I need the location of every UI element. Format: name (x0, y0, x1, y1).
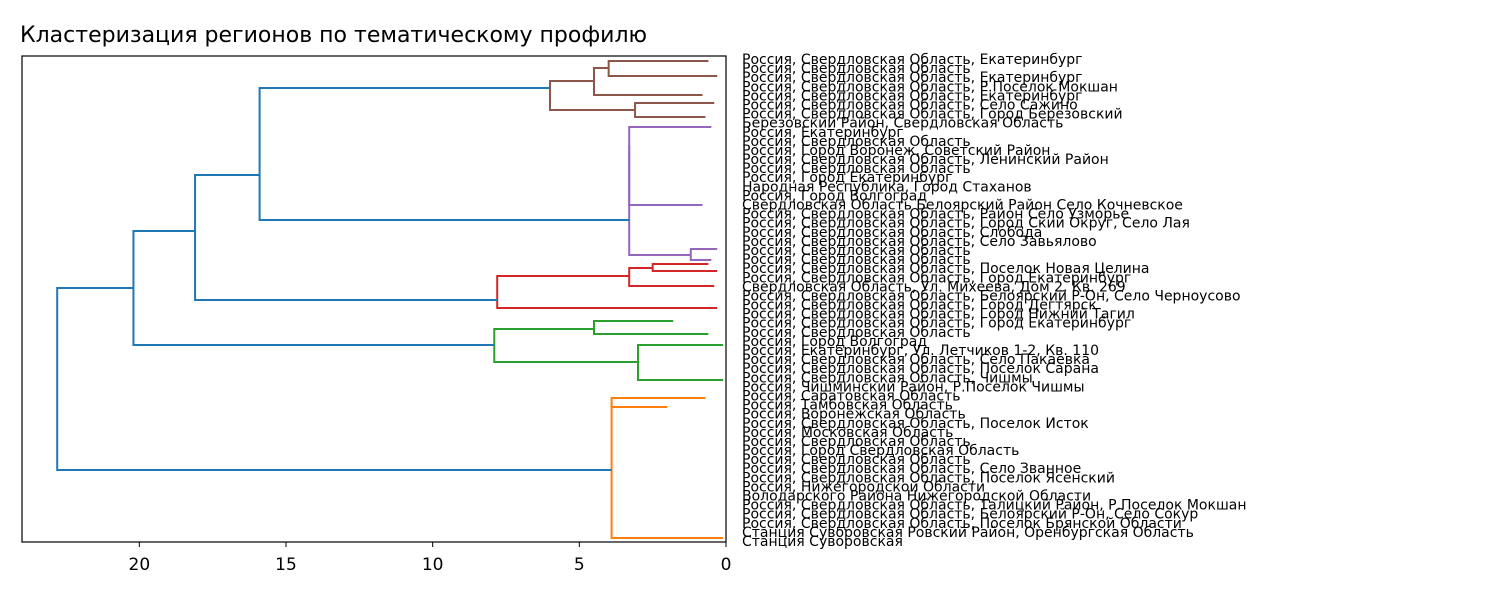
brown-link-root (549, 80, 636, 111)
leaf-label: Россия, Свердловская Область, Поселок Ис… (742, 416, 1089, 432)
leaf-label: Россия, Город Воронеж, Советский Район (742, 143, 1050, 159)
leaf-label: Россия, Свердловская Область, Село Завья… (742, 234, 1097, 250)
leaf-label: Россия, Свердловская Область, Р.Поселок … (742, 79, 1118, 95)
leaf-label: Россия, Свердловская Область (742, 252, 971, 268)
leaf-label: Россия, Свердловская Область, Город Екат… (742, 270, 1131, 286)
root-link-brown-purple (258, 87, 630, 221)
leaf-label: Россия, Свердловская Область, Ленинский … (742, 152, 1109, 168)
plot-frame (21, 55, 727, 543)
leaf-label: Россия, Воронежская Область (742, 407, 966, 423)
leaf-label: Россия, Свердловская Область (742, 161, 971, 177)
purple-link-b (689, 248, 718, 261)
leaf-label: Россия, Свердловская Область (742, 61, 971, 77)
root-link-upper-inner (194, 174, 498, 301)
leaf-label: Россия, Свердловская Область, Чишмы (742, 370, 1033, 386)
x-tick-label: 0 (721, 555, 732, 575)
leaf-label: Россия, Свердловская Область (742, 134, 971, 150)
leaf-label: Россия, Свердловская Область (742, 434, 971, 450)
x-tick-label: 15 (275, 555, 297, 575)
leaf-label: Станция Суворовская Ровский Район, Оренб… (742, 525, 1194, 541)
green-link-a (593, 320, 709, 335)
leaf-label: Народная Республика, Город Стаханов (742, 179, 1032, 195)
leaf-label: Свердловская Область, Ул. Михеева, Дом 2… (742, 279, 1126, 295)
leaf-label: Россия, Свердловская Область, Екатеринбу… (742, 70, 1083, 86)
leaf-label: Россия, Нижегородской Области (742, 479, 985, 495)
orange-link-root (610, 403, 724, 539)
leaf-label: Россия, Свердловская Область, Слобода (742, 225, 1042, 241)
axes: 20 15 10 5 0 (21, 55, 732, 575)
leaf-label: Россия, Свердловская Область, Екатеринбу… (742, 88, 1083, 104)
purple-link-a (628, 126, 712, 206)
leaf-label: Россия, Свердловская Область, Белоярский… (742, 288, 1241, 304)
leaf-label: Россия, Свердловская Область (742, 325, 971, 341)
leaf-label: Россия, Свердловская Область, Село Пакае… (742, 352, 1090, 368)
leaf-label: Россия, Свердловская Область, Город Екат… (742, 316, 1131, 332)
red-link-root (496, 275, 718, 309)
leaf-label: Россия, Екатеринбург (742, 125, 904, 141)
leaf-label: Россия, Екатеринбург, Ул. Летчиков 1-2, … (742, 343, 1099, 359)
leaf-label: Россия, Город Свердловская Область (742, 443, 1019, 459)
brown-link-b (593, 67, 703, 96)
orange-link-a (610, 397, 706, 408)
leaf-label: Россия, Свердловская Область, Село Сажин… (742, 97, 1078, 113)
chart-title: Кластеризация регионов по тематическому … (20, 23, 647, 48)
leaf-label: Свердловская Область Белоярский Район Се… (742, 198, 1183, 214)
leaf-labels: Россия, Свердловская Область, Екатеринбу… (742, 52, 1247, 550)
leaf-label: Россия, Город Волгоград (742, 188, 927, 204)
root-link-top (56, 287, 612, 471)
leaf-label: Березовский Район, Свердловская Область (742, 116, 1063, 132)
leaf-label: Россия, Свердловская Область, Район Село… (742, 207, 1129, 223)
leaf-label: Россия, Саратовская Область (742, 388, 961, 404)
leaf-label: Станция Суворовская (742, 534, 903, 550)
leaf-label: Россия, Чишминский Район, Р.Поселок Чишм… (742, 379, 1085, 395)
x-tick-label: 5 (574, 555, 585, 575)
leaf-label: Россия, Свердловская Область, Поселок Са… (742, 361, 1099, 377)
leaf-label: Россия, Свердловская Область, Город Дегт… (742, 298, 1097, 314)
leaf-label: Россия, Свердловская Область, Село Званн… (742, 461, 1081, 477)
leaf-label: Россия, Свердловская Область (742, 243, 971, 259)
brown-link-c (634, 102, 715, 118)
dendrogram-links (56, 60, 724, 539)
green-link-c (637, 344, 724, 381)
leaf-label: Россия, Свердловская Область, Поселок Бр… (742, 516, 1182, 532)
root-link-upper (132, 230, 495, 346)
x-tick-label: 20 (129, 555, 151, 575)
leaf-label: Россия, Свердловская Область, Город Нижн… (742, 307, 1135, 323)
leaf-label: Россия, Свердловская Область, Поселок Но… (742, 261, 1149, 277)
leaf-label: Россия, Свердловская Область, Талицкий Р… (742, 498, 1247, 514)
purple-link-root (628, 145, 691, 256)
leaf-label: Россия, Московская Область (742, 425, 953, 441)
leaf-label: Россия, Свердловская Область, Город Бере… (742, 107, 1123, 123)
leaf-label: Россия, Свердловская Область, Екатеринбу… (742, 52, 1083, 68)
leaf-label: Россия, Тамбовская Область (742, 398, 953, 414)
red-link-a (651, 263, 718, 272)
x-tick-label: 10 (422, 555, 444, 575)
brown-link-a (607, 60, 718, 77)
leaf-label: Володарского Района Нижегородской Област… (742, 489, 1091, 505)
leaf-label: Россия, Свердловская Область, Поселок Яс… (742, 470, 1115, 486)
leaf-label: Россия, Город Волгоград (742, 334, 927, 350)
leaf-label: Россия, Свердловская Область (742, 452, 971, 468)
leaf-label: Россия, Город Екатеринбург (742, 170, 952, 186)
leaf-label: Россия, Свердловская Область, Белоярский… (742, 507, 1198, 523)
leaf-label: Россия, Свердловская Область, Город Ский… (742, 216, 1190, 232)
